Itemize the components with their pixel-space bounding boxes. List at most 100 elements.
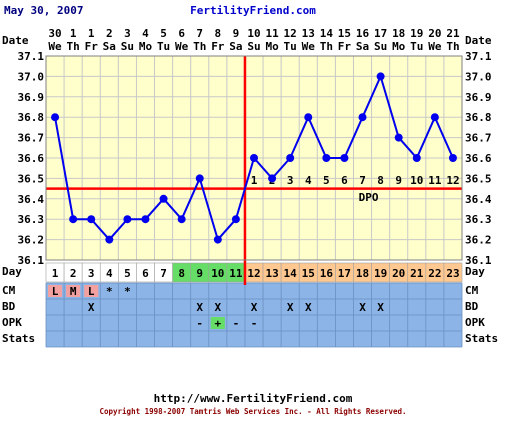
day-number: 14 — [284, 267, 298, 280]
opk-positive-highlight — [210, 317, 225, 329]
row-label-date-right: Date — [465, 34, 492, 47]
row-label-bd-right: BD — [465, 300, 479, 313]
bd-mark: X — [305, 301, 312, 314]
day-number: 1 — [52, 267, 59, 280]
y-tick-label-right: 37.1 — [465, 50, 492, 63]
weekday-label: We — [48, 40, 62, 53]
weekday-label: Th — [320, 40, 333, 53]
cm-cell-highlight — [48, 285, 63, 297]
temperature-point — [213, 235, 222, 244]
weekday-label: Th — [67, 40, 80, 53]
row-label-opk-right: OPK — [465, 316, 485, 329]
bd-mark: X — [377, 301, 384, 314]
row-label-stats: Stats — [2, 332, 35, 345]
opk-mark: - — [251, 317, 258, 330]
y-tick-label: 36.8 — [18, 111, 45, 124]
date-label: 12 — [284, 27, 297, 40]
weekday-label: Fr — [338, 40, 352, 53]
day-number: 5 — [124, 267, 131, 280]
day-number: 22 — [428, 267, 441, 280]
temperature-point — [412, 154, 421, 162]
bd-mark: X — [251, 301, 258, 314]
day-number: 2 — [70, 267, 77, 280]
chart-date: May 30, 2007 — [4, 4, 83, 17]
y-tick-label: 36.7 — [18, 132, 45, 145]
date-label: 2 — [106, 27, 113, 40]
dpo-label: 3 — [287, 174, 294, 187]
weekday-label: Tu — [157, 40, 170, 53]
date-label: 18 — [392, 27, 405, 40]
row-label-cm: CM — [2, 284, 16, 297]
date-label: 17 — [374, 27, 387, 40]
day-number: 17 — [338, 267, 351, 280]
site-title[interactable]: FertilityFriend.com — [190, 4, 316, 17]
weekday-label: Sa — [103, 40, 116, 53]
date-label: 30 — [48, 27, 61, 40]
temperature-point — [268, 174, 277, 183]
temperature-point — [195, 174, 204, 183]
temperature-point — [87, 215, 96, 224]
footer-url[interactable]: http://www.FertilityFriend.com — [154, 392, 353, 405]
day-number: 11 — [229, 267, 243, 280]
y-tick-label: 36.3 — [18, 213, 45, 226]
row-label-date: Date — [2, 34, 29, 47]
weekday-label: Tu — [284, 40, 297, 53]
temperature-point — [105, 235, 114, 244]
date-label: 13 — [302, 27, 315, 40]
temperature-point — [340, 154, 349, 162]
day-number: 9 — [196, 267, 203, 280]
opk-mark: + — [215, 317, 222, 330]
temperature-point — [394, 133, 403, 142]
cm-mark: M — [70, 285, 77, 298]
y-tick-label: 36.2 — [18, 234, 45, 247]
date-label: 9 — [233, 27, 240, 40]
row-label-cm-right: CM — [465, 284, 479, 297]
opk-mark: - — [196, 317, 203, 330]
date-label: 10 — [247, 27, 260, 40]
weekday-label: Tu — [410, 40, 423, 53]
temperature-point — [123, 215, 132, 224]
weekday-label: Sa — [229, 40, 242, 53]
day-number: 12 — [247, 267, 260, 280]
weekday-label: Th — [446, 40, 459, 53]
day-number: 3 — [88, 267, 95, 280]
row-label-bd: BD — [2, 300, 16, 313]
date-label: 6 — [178, 27, 185, 40]
day-number: 8 — [178, 267, 185, 280]
y-tick-label: 36.9 — [18, 91, 45, 104]
weekday-label: Su — [374, 40, 387, 53]
row-label-opk: OPK — [2, 316, 22, 329]
cm-cell-highlight — [84, 285, 99, 297]
row-label-day: Day — [2, 265, 22, 278]
weekday-label: Fr — [211, 40, 225, 53]
temperature-point — [358, 113, 367, 122]
temperature-point — [231, 215, 240, 224]
temperature-point — [286, 154, 295, 162]
dpo-label: 11 — [428, 174, 442, 187]
y-tick-label: 36.4 — [18, 193, 45, 206]
row-label-day-right: Day — [465, 265, 485, 278]
date-label: 14 — [320, 27, 334, 40]
cm-mark: L — [88, 285, 95, 298]
day-number: 10 — [211, 267, 224, 280]
dpo-label: 5 — [323, 174, 330, 187]
day-number: 18 — [356, 267, 369, 280]
weekday-label: We — [175, 40, 189, 53]
date-label: 4 — [142, 27, 149, 40]
day-number: 13 — [265, 267, 278, 280]
day-number: 7 — [160, 267, 167, 280]
temperature-point — [376, 72, 385, 81]
y-tick-label-right: 36.6 — [465, 152, 492, 165]
date-label: 19 — [410, 27, 423, 40]
dpo-label: 1 — [251, 174, 258, 187]
temperature-point — [159, 194, 168, 203]
y-tick-label-right: 36.8 — [465, 111, 492, 124]
bd-mark: X — [287, 301, 294, 314]
date-label: 1 — [88, 27, 95, 40]
cm-mark: * — [124, 285, 131, 298]
temperature-point — [448, 154, 457, 162]
weekday-label: Fr — [85, 40, 99, 53]
y-tick-label-right: 36.1 — [465, 254, 492, 267]
